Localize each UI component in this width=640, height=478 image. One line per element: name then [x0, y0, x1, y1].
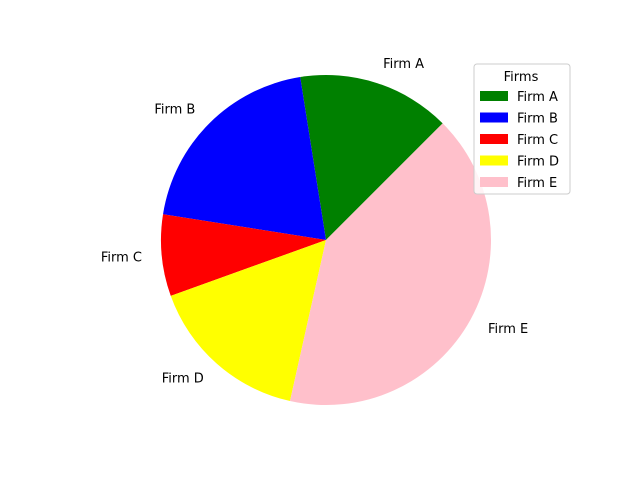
pie-slice-firm-d	[170, 240, 326, 402]
legend-label-firm-d: Firm D	[517, 155, 559, 170]
slice-label-firm-c: Firm C	[101, 250, 142, 265]
slice-label-firm-e: Firm E	[488, 322, 528, 337]
legend-swatch-firm-e	[480, 177, 508, 187]
legend: Firms Firm A Firm B Firm C Firm D Firm E	[473, 63, 571, 195]
legend-swatch-firm-c	[480, 134, 508, 144]
pie-slice-firm-c	[160, 214, 326, 296]
legend-label-firm-e: Firm E	[517, 176, 557, 191]
legend-entries: Firm A Firm B Firm C Firm D Firm E	[480, 90, 559, 191]
pie-slices	[160, 75, 491, 405]
pie-slice-firm-b	[163, 77, 326, 240]
legend-label-firm-c: Firm C	[517, 133, 558, 148]
legend-swatch-firm-a	[480, 91, 508, 101]
legend-swatch-firm-d	[480, 155, 508, 166]
pie-slice-firm-a	[300, 75, 443, 241]
legend-label-firm-b: Firm B	[517, 112, 558, 127]
pie-slice-firm-e	[290, 123, 491, 405]
legend-title: Firms	[504, 70, 539, 85]
slice-label-firm-a: Firm A	[383, 57, 424, 72]
slice-label-firm-d: Firm D	[162, 372, 204, 387]
legend-label-firm-a: Firm A	[517, 90, 558, 105]
slice-label-firm-b: Firm B	[154, 102, 195, 117]
slice-labels: Firm A Firm B Firm C Firm D Firm E	[101, 57, 528, 386]
legend-swatch-firm-b	[480, 112, 508, 123]
